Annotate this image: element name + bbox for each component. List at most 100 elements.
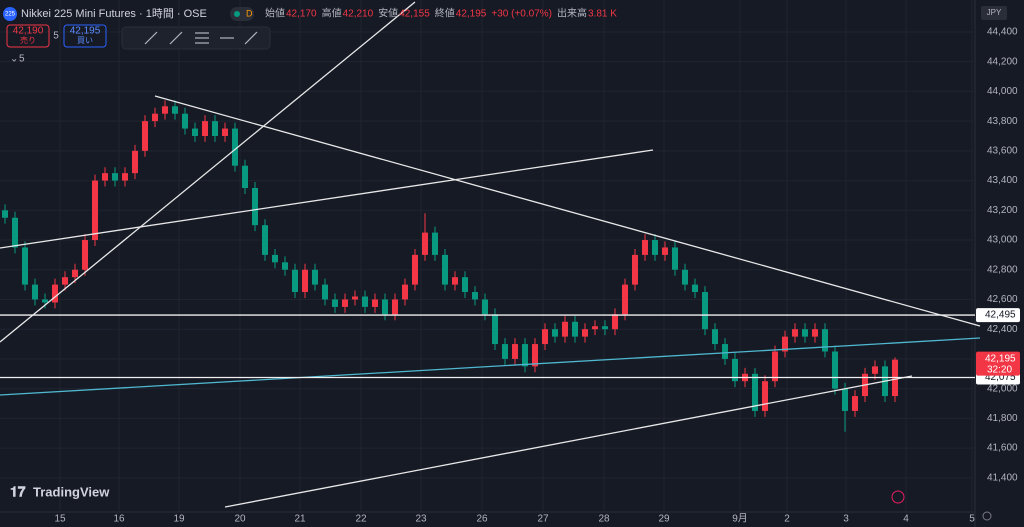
x-tick-label: 4 (903, 514, 909, 525)
candle-body (342, 299, 348, 307)
countdown: 32:20 (987, 364, 1012, 375)
candle-body (452, 277, 458, 285)
alert-icon[interactable] (891, 490, 905, 504)
x-tick-label: 5 (969, 514, 975, 525)
candle-body (412, 254, 418, 285)
candle-body (702, 292, 708, 330)
candle-body (312, 269, 318, 285)
candle-body (762, 381, 768, 411)
candle-body (132, 150, 138, 174)
candle-body (782, 336, 788, 352)
ohlc-name: 始値 (265, 7, 285, 20)
candle-body (522, 344, 528, 367)
candle-body (652, 240, 658, 255)
x-tick-label: 2 (784, 514, 790, 525)
y-tick-label: 43,200 (987, 205, 1018, 216)
candle-body (562, 321, 568, 337)
x-tick-label: 22 (355, 514, 367, 525)
candle-body (432, 232, 438, 255)
tool-trendline[interactable] (144, 31, 158, 45)
candle-body (72, 269, 78, 278)
y-tick-label: 43,000 (987, 235, 1018, 246)
candle-body (682, 269, 688, 285)
candle-body (102, 173, 108, 181)
y-tick-label: 42,600 (987, 294, 1018, 305)
candle-body (392, 299, 398, 315)
candle-body (732, 358, 738, 382)
indicator-toggle[interactable]: ⌄ (10, 54, 18, 65)
last-price: 42,195 (985, 353, 1016, 364)
x-tick-label: 20 (234, 514, 246, 525)
candle-body (182, 113, 188, 129)
x-tick-label: 21 (294, 514, 306, 525)
candle-body (602, 326, 608, 330)
candle-body (32, 284, 38, 300)
candle-body (402, 284, 408, 300)
candle-body (872, 366, 878, 374)
candle-body (232, 128, 238, 166)
tool-ray[interactable] (169, 31, 183, 45)
tool-extended[interactable] (244, 31, 258, 45)
x-tick-label: 26 (476, 514, 488, 525)
candle-body (352, 296, 358, 300)
x-tick-label: 29 (658, 514, 670, 525)
candle-body (472, 292, 478, 300)
candle-body (692, 284, 698, 293)
change: +30 (+0.07%) (491, 9, 552, 20)
y-tick-label: 43,600 (987, 145, 1018, 156)
candle-body (502, 344, 508, 359)
ohlc-name: 安値 (378, 7, 398, 20)
candle-body (22, 247, 28, 285)
candle-body (822, 329, 828, 352)
symbol[interactable]: Nikkei 225 Mini Futures · 1時間 · OSE (21, 7, 207, 20)
badge: D (246, 8, 253, 18)
y-tick-label: 44,200 (987, 56, 1018, 67)
volume-name: 出来高 (557, 7, 587, 20)
candle-body (152, 113, 158, 122)
buy-button[interactable] (63, 24, 107, 48)
candle-body (632, 254, 638, 285)
symbol-icon[interactable] (3, 7, 17, 21)
candle-body (772, 351, 778, 382)
volume: 3.81 K (588, 9, 617, 20)
buy-label: 買い (77, 36, 93, 45)
candle-body (92, 180, 98, 241)
candle-body (642, 240, 648, 255)
candle-body (272, 254, 278, 263)
ohlc-name: 高値 (322, 7, 342, 20)
y-tick-label: 44,400 (987, 27, 1018, 38)
y-tick-label: 43,800 (987, 116, 1018, 127)
candle-body (142, 121, 148, 151)
y-tick-label: 42,800 (987, 264, 1018, 275)
settings-icon[interactable] (982, 511, 992, 521)
level-label: 42,075 (985, 372, 1016, 383)
sell-label: 売り (20, 35, 36, 45)
ohlc-value: 42,170 (286, 9, 317, 20)
trend-line (0, 337, 981, 396)
candle-body (572, 321, 578, 337)
candle-body (532, 344, 538, 367)
tool-icons (144, 31, 258, 45)
candle-body (492, 314, 498, 345)
currency-button[interactable] (981, 6, 1007, 20)
trend-line (0, 149, 654, 249)
x-tick-label: 3 (843, 514, 849, 525)
x-tick-label: 23 (415, 514, 427, 525)
y-tick-label: 43,400 (987, 175, 1018, 186)
y-tick-label: 44,000 (987, 86, 1018, 97)
candle-body (542, 329, 548, 345)
y-tick-label: 42,000 (987, 383, 1018, 394)
candle-body (322, 284, 328, 300)
sell-button[interactable] (6, 24, 50, 48)
buy-price: 42,195 (70, 26, 101, 37)
candle-body (592, 326, 598, 330)
candle-body (552, 329, 558, 337)
candle-body (242, 165, 248, 189)
badge-bg (230, 7, 254, 21)
x-tick-label: 16 (113, 514, 125, 525)
indicator-count[interactable]: 5 (19, 54, 25, 65)
candle-body (712, 329, 718, 345)
candle-body (222, 128, 228, 136)
